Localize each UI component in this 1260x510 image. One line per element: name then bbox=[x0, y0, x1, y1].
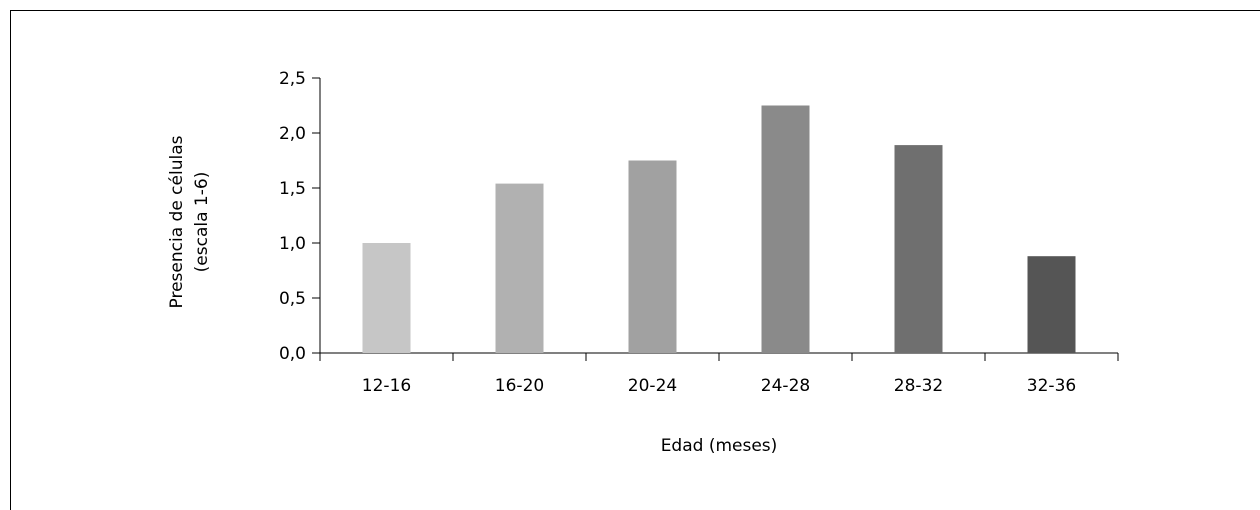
y-tick-label: 2,0 bbox=[279, 124, 306, 144]
x-axis-title: Edad (meses) bbox=[661, 436, 778, 456]
y-tick-label: 0,5 bbox=[279, 289, 306, 309]
x-tick-label: 24-28 bbox=[761, 376, 810, 396]
x-tick-label: 16-20 bbox=[495, 376, 544, 396]
bar-16-20 bbox=[495, 183, 544, 353]
y-tick-label: 1,5 bbox=[279, 179, 306, 199]
bar-24-28 bbox=[761, 105, 810, 353]
y-tick-label: 0,0 bbox=[279, 344, 306, 364]
y-tick-label: 2,5 bbox=[279, 69, 306, 89]
x-tick-label: 20-24 bbox=[628, 376, 677, 396]
bar-20-24 bbox=[628, 160, 677, 353]
y-axis-title-line2: (escala 1-6) bbox=[192, 172, 212, 273]
x-tick-label: 32-36 bbox=[1027, 376, 1076, 396]
chart-ticks: 0,0 0,5 1,0 1,5 2,0 2,5 12-16 16-20 20-24 24-28 28… bbox=[279, 69, 1119, 396]
x-tick-label: 12-16 bbox=[362, 376, 411, 396]
chart-axes bbox=[312, 78, 1118, 354]
bar-32-36 bbox=[1027, 256, 1076, 353]
bar-12-16 bbox=[362, 243, 411, 353]
x-tick-label: 28-32 bbox=[894, 376, 943, 396]
chart-bars bbox=[362, 105, 1076, 353]
y-tick-label: 1,0 bbox=[279, 234, 306, 254]
bar-28-32 bbox=[894, 145, 943, 353]
y-axis-title-line1: Presencia de células bbox=[167, 135, 187, 308]
